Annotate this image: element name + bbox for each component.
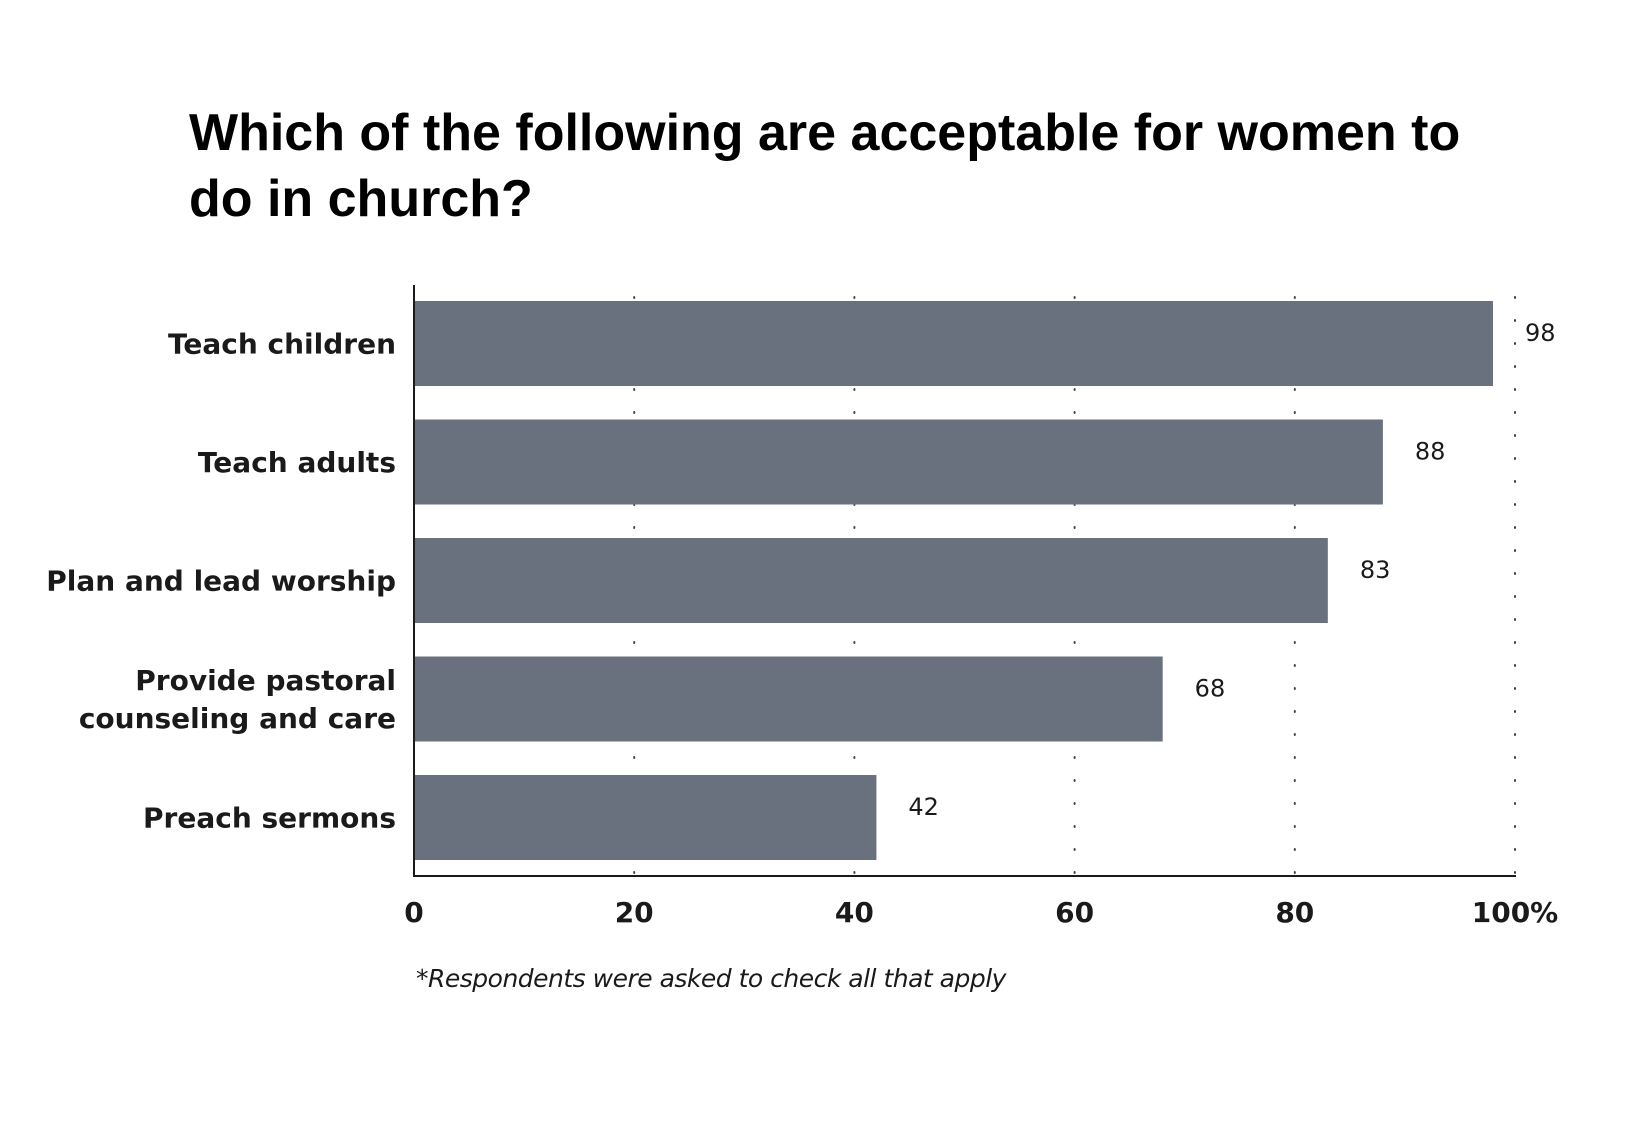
bar bbox=[414, 775, 877, 860]
category-label: Teach children bbox=[168, 328, 396, 361]
value-label: 42 bbox=[908, 793, 939, 821]
axes bbox=[413, 285, 1516, 877]
footnote: *Respondents were asked to check all tha… bbox=[416, 964, 1006, 993]
category-label: Teach adults bbox=[198, 446, 396, 479]
bar bbox=[414, 538, 1328, 623]
x-tick-label: 40 bbox=[835, 896, 874, 929]
value-label: 83 bbox=[1360, 556, 1391, 584]
category-label: Preach sermons bbox=[143, 802, 396, 835]
category-label: Plan and lead worship bbox=[46, 565, 396, 598]
value-label: 68 bbox=[1195, 675, 1226, 703]
chart-title: Which of the following are acceptable fo… bbox=[189, 104, 1461, 228]
category-label: Provide pastoral bbox=[135, 664, 396, 697]
value-label: 98 bbox=[1525, 319, 1556, 347]
x-tick-label: 20 bbox=[615, 896, 654, 929]
value-label: 88 bbox=[1415, 438, 1446, 466]
bars bbox=[414, 301, 1493, 860]
category-label: counseling and care bbox=[79, 702, 396, 735]
x-tick-label: 60 bbox=[1055, 896, 1094, 929]
bar bbox=[414, 301, 1493, 386]
x-tick-label: 100% bbox=[1472, 896, 1559, 929]
bar bbox=[414, 419, 1383, 505]
x-tick-label: 80 bbox=[1275, 896, 1314, 929]
labels: Teach children 98 Teach adults 88 Plan and l… bbox=[46, 319, 1558, 929]
x-tick-label: 0 bbox=[404, 896, 423, 929]
bar bbox=[414, 656, 1163, 742]
